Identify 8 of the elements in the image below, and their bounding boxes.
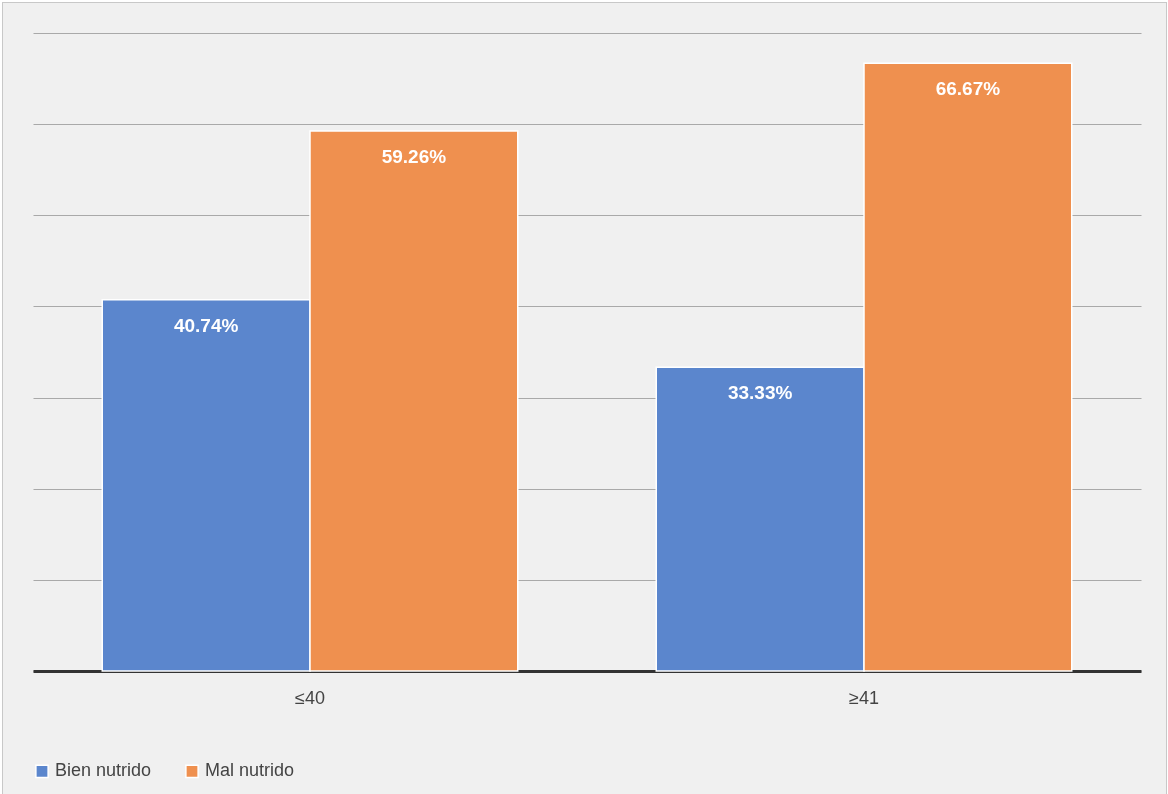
legend-label: Bien nutrido <box>55 760 152 781</box>
data-label: 40.74% <box>173 314 239 336</box>
data-label: 33.33% <box>727 382 793 404</box>
x-tick-label: ≥41 <box>849 687 879 708</box>
legend-label: Mal nutrido <box>205 760 295 781</box>
data-label: 59.26% <box>381 145 447 167</box>
x-tick-label: ≤40 <box>295 687 325 708</box>
data-label: 66.67% <box>935 78 1001 100</box>
